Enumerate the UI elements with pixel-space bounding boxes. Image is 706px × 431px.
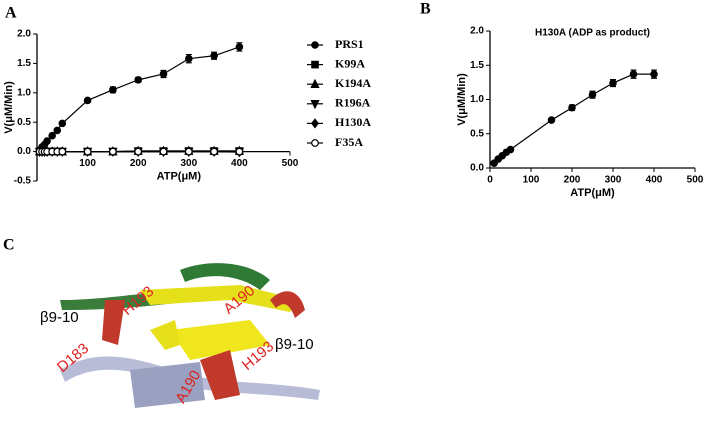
chart-title: H130A (ADP as product) bbox=[535, 28, 650, 39]
x-tick-label: 100 bbox=[79, 158, 96, 169]
x-axis-label: ATP(μM) bbox=[570, 187, 615, 199]
panel-label: B bbox=[420, 1, 431, 18]
structure-label: β9-10 bbox=[275, 336, 314, 353]
ribbon bbox=[270, 291, 305, 318]
marker bbox=[650, 70, 658, 78]
protein-structure bbox=[60, 263, 320, 408]
y-tick-label: 0.0 bbox=[470, 163, 484, 174]
marker bbox=[210, 51, 218, 60]
y-tick-label: 0.0 bbox=[17, 146, 31, 157]
ribbon bbox=[130, 362, 205, 408]
marker bbox=[48, 131, 56, 140]
legend-label: K194A bbox=[335, 76, 371, 90]
x-tick-label: 400 bbox=[646, 175, 663, 186]
legend-marker bbox=[311, 41, 319, 49]
legend-label: R196A bbox=[335, 96, 371, 110]
marker bbox=[159, 147, 168, 156]
x-tick-label: 100 bbox=[523, 175, 540, 186]
ribbon bbox=[170, 320, 270, 360]
marker bbox=[184, 147, 193, 156]
legend-label: PRS1 bbox=[335, 37, 364, 51]
ribbon bbox=[180, 263, 270, 290]
legend-label: H130A bbox=[335, 115, 371, 129]
marker bbox=[235, 147, 244, 156]
legend-label: K99A bbox=[335, 56, 365, 70]
marker bbox=[53, 126, 62, 135]
y-tick-label: 1.0 bbox=[17, 87, 31, 98]
ribbon bbox=[150, 320, 180, 350]
structure-label: β9-10 bbox=[40, 309, 79, 326]
legend-marker bbox=[310, 100, 320, 110]
y-axis-label: V(μM/Min) bbox=[456, 73, 468, 126]
marker bbox=[568, 103, 576, 112]
marker bbox=[83, 147, 92, 156]
marker bbox=[588, 90, 597, 99]
marker bbox=[109, 86, 117, 94]
marker bbox=[210, 147, 219, 156]
y-tick-label: 0.5 bbox=[470, 128, 484, 139]
x-tick-label: 300 bbox=[180, 158, 197, 169]
marker bbox=[108, 147, 117, 156]
marker bbox=[83, 96, 92, 105]
panel-label: A bbox=[5, 5, 17, 22]
x-tick-label: 400 bbox=[231, 158, 248, 169]
y-axis-label: V(μM/Min) bbox=[3, 81, 15, 134]
y-tick-label: 2.0 bbox=[470, 26, 484, 37]
marker bbox=[134, 76, 142, 84]
x-tick-label: 200 bbox=[130, 158, 147, 169]
marker bbox=[235, 43, 244, 51]
marker bbox=[43, 137, 51, 145]
x-tick-label: 500 bbox=[687, 175, 704, 186]
legend-marker bbox=[311, 139, 319, 147]
marker bbox=[159, 70, 168, 78]
x-tick-label: 200 bbox=[564, 175, 581, 186]
marker bbox=[547, 116, 556, 124]
legend-marker bbox=[311, 60, 319, 69]
x-axis-label: ATP(μM) bbox=[157, 171, 202, 183]
marker bbox=[134, 147, 143, 156]
y-tick-label: 1.5 bbox=[470, 60, 484, 71]
series-line bbox=[39, 46, 240, 151]
marker bbox=[185, 54, 193, 63]
ribbon bbox=[140, 285, 300, 312]
x-tick-label: 500 bbox=[282, 158, 299, 169]
marker bbox=[609, 79, 617, 87]
legend-label: F35A bbox=[335, 135, 363, 149]
y-tick-label: -0.5 bbox=[14, 176, 32, 187]
y-tick-label: 1.0 bbox=[470, 94, 484, 105]
marker bbox=[58, 147, 67, 156]
y-tick-label: 0.5 bbox=[17, 117, 31, 128]
x-tick-label: 300 bbox=[605, 175, 622, 186]
ribbon bbox=[200, 350, 240, 400]
legend-marker bbox=[310, 78, 320, 88]
marker bbox=[58, 119, 67, 128]
ribbon bbox=[102, 300, 125, 345]
marker bbox=[629, 70, 638, 78]
x-tick-label: 0 bbox=[487, 175, 493, 186]
series-line bbox=[493, 73, 654, 164]
panel-label: C bbox=[3, 237, 15, 254]
y-tick-label: 1.5 bbox=[17, 58, 31, 69]
legend-marker bbox=[311, 118, 319, 129]
marker bbox=[506, 145, 515, 154]
y-tick-label: 2.0 bbox=[17, 29, 31, 40]
